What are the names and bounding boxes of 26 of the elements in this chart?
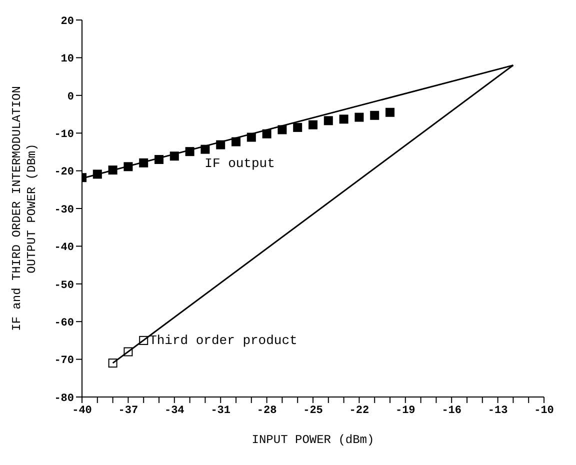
x-tick-label: -31 bbox=[210, 404, 231, 417]
y-tick-label: -10 bbox=[54, 129, 74, 142]
x-tick-label: -28 bbox=[256, 404, 278, 417]
y-tick-label: -30 bbox=[54, 204, 74, 216]
x-axis-title: INPUT POWER (dBm) bbox=[252, 433, 374, 447]
x-tick-label: -19 bbox=[395, 404, 416, 417]
x-tick-label: -34 bbox=[164, 404, 185, 417]
y-tick-label: -50 bbox=[54, 280, 74, 292]
x-tick-label: -40 bbox=[72, 404, 92, 417]
x-tick-label: -10 bbox=[534, 404, 554, 417]
y-tick-label: -60 bbox=[54, 318, 74, 330]
x-tick-label: -37 bbox=[118, 404, 138, 417]
y-tick-label: 20 bbox=[60, 16, 74, 28]
x-tick-label: -16 bbox=[442, 404, 462, 417]
y-tick-label: -70 bbox=[54, 355, 74, 368]
y-tick-label: -40 bbox=[54, 242, 74, 254]
y-tick-label: 10 bbox=[60, 54, 74, 66]
y-axis-title: IF and THIRD ORDER INTERMODULATION OUTPUT POWER (DBm) bbox=[10, 86, 39, 331]
series-label: Third order product bbox=[149, 332, 298, 348]
x-tick-label: -25 bbox=[303, 404, 324, 417]
y-tick-label: -20 bbox=[54, 166, 74, 179]
y-tick-label: 0 bbox=[67, 91, 74, 104]
x-tick-label: -22 bbox=[349, 404, 370, 417]
series-label: IF output bbox=[204, 156, 275, 171]
x-tick-label: -13 bbox=[488, 404, 508, 417]
y-tick-label: -80 bbox=[54, 392, 74, 405]
